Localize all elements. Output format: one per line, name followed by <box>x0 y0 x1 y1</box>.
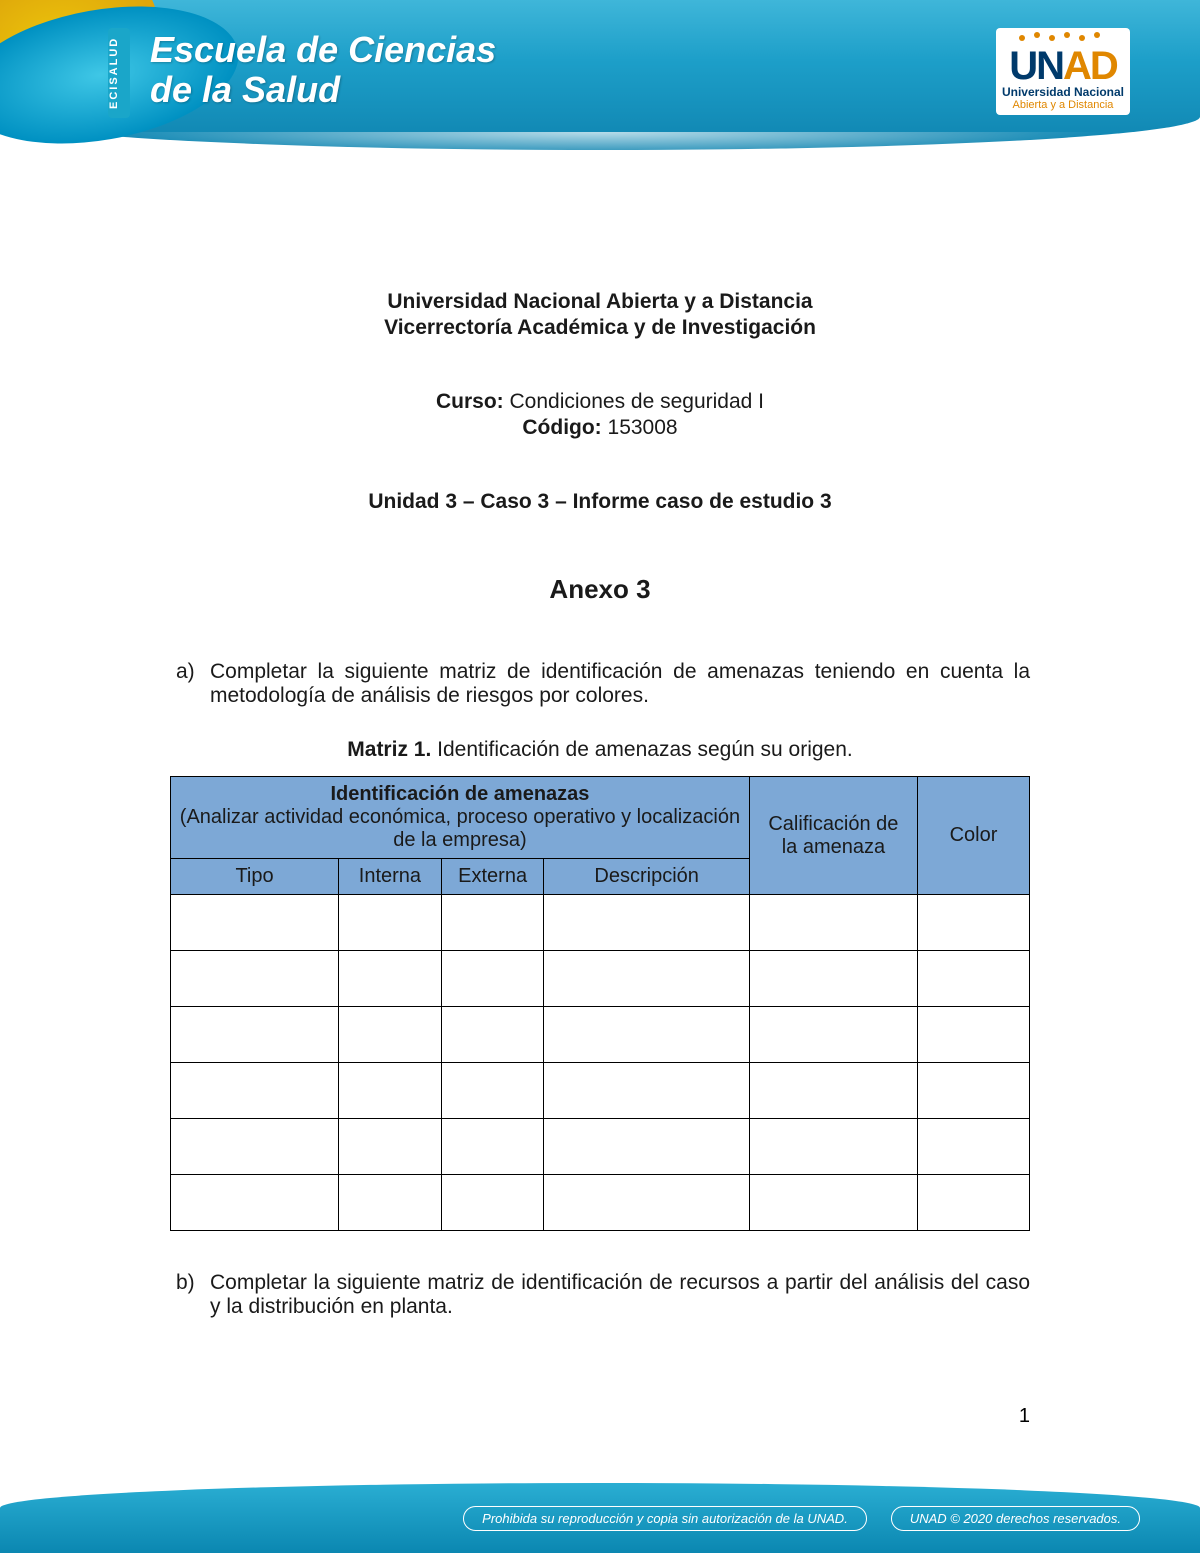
anexo-title: Anexo 3 <box>170 574 1030 605</box>
table-cell <box>441 1063 544 1119</box>
table-cell <box>171 1119 339 1175</box>
table-cell <box>441 1007 544 1063</box>
table-cell <box>749 895 917 951</box>
school-title-line2: de la Salud <box>150 70 496 110</box>
item-a-marker: a) <box>170 660 210 708</box>
table-row <box>171 1175 1030 1231</box>
table-row <box>171 1119 1030 1175</box>
unad-sub2: Abierta y a Distancia <box>1002 99 1124 111</box>
page-header: ECISALUD Escuela de Ciencias de la Salud… <box>0 0 1200 170</box>
table-row <box>171 951 1030 1007</box>
table-cell <box>917 1175 1029 1231</box>
th-externa: Externa <box>441 859 544 895</box>
th-interna: Interna <box>339 859 442 895</box>
item-b-body: Completar la siguiente matriz de identif… <box>210 1271 1030 1319</box>
table-cell <box>171 1007 339 1063</box>
course-label: Curso: <box>436 390 504 413</box>
unad-logo: UNAD Universidad Nacional Abierta y a Di… <box>996 28 1130 115</box>
table-cell <box>171 1175 339 1231</box>
th-desc: Descripción <box>544 859 749 895</box>
table-cell <box>171 895 339 951</box>
table-row <box>171 895 1030 951</box>
ecisalud-tab: ECISALUD <box>108 28 130 118</box>
footer-pill-right: UNAD © 2020 derechos reservados. <box>891 1506 1140 1531</box>
item-a-body: Completar la siguiente matriz de identif… <box>210 660 1030 708</box>
code-label: Código: <box>522 416 601 439</box>
table-cell <box>749 1063 917 1119</box>
matrix-table: Identificación de amenazas (Analizar act… <box>170 776 1030 1231</box>
table-cell <box>749 1007 917 1063</box>
table-cell <box>544 1007 749 1063</box>
school-title-line1: Escuela de Ciencias <box>150 29 496 70</box>
unad-sub1: Universidad Nacional <box>1002 86 1124 99</box>
table-cell <box>544 1119 749 1175</box>
table-cell <box>917 1119 1029 1175</box>
course-line: Curso: Condiciones de seguridad I <box>170 390 1030 414</box>
item-a: a) Completar la siguiente matriz de iden… <box>170 660 1030 708</box>
unad-ad: AD <box>1063 44 1117 88</box>
table-cell <box>441 951 544 1007</box>
footer-pill-left: Prohibida su reproducción y copia sin au… <box>463 1506 867 1531</box>
unad-un: UN <box>1009 44 1063 88</box>
page-number: 1 <box>1019 1405 1030 1428</box>
matrix-tbody <box>171 895 1030 1231</box>
document-content: Universidad Nacional Abierta y a Distanc… <box>0 290 1200 1349</box>
table-cell <box>339 1175 442 1231</box>
table-cell <box>339 1063 442 1119</box>
table-cell <box>339 951 442 1007</box>
university-title: Universidad Nacional Abierta y a Distanc… <box>170 290 1030 314</box>
table-cell <box>749 1175 917 1231</box>
table-cell <box>544 1063 749 1119</box>
table-cell <box>171 951 339 1007</box>
course-value: Condiciones de seguridad I <box>504 390 764 413</box>
school-title: Escuela de Ciencias de la Salud <box>150 30 496 109</box>
table-cell <box>544 895 749 951</box>
code-line: Código: 153008 <box>170 416 1030 440</box>
th-color: Color <box>917 777 1029 895</box>
item-b: b) Completar la siguiente matriz de iden… <box>170 1271 1030 1319</box>
matrix-caption: Matriz 1. Identificación de amenazas seg… <box>170 738 1030 762</box>
table-cell <box>441 1175 544 1231</box>
th-tipo: Tipo <box>171 859 339 895</box>
th-group: Identificación de amenazas (Analizar act… <box>171 777 750 859</box>
code-value: 153008 <box>602 416 678 439</box>
table-cell <box>917 895 1029 951</box>
page-footer: Prohibida su reproducción y copia sin au… <box>0 1483 1200 1553</box>
vicerrectoria-title: Vicerrectoría Académica y de Investigaci… <box>170 316 1030 340</box>
unit-line: Unidad 3 – Caso 3 – Informe caso de estu… <box>170 490 1030 514</box>
table-row <box>171 1063 1030 1119</box>
table-cell <box>544 1175 749 1231</box>
matrix-caption-rest: Identificación de amenazas según su orig… <box>431 738 852 761</box>
table-cell <box>749 1119 917 1175</box>
unad-dots-icon <box>1002 32 1122 44</box>
table-cell <box>749 951 917 1007</box>
matrix-caption-bold: Matriz 1. <box>347 738 431 761</box>
table-cell <box>339 1119 442 1175</box>
item-b-marker: b) <box>170 1271 210 1319</box>
unad-wordmark: UNAD <box>1002 46 1124 86</box>
table-cell <box>339 1007 442 1063</box>
table-cell <box>441 1119 544 1175</box>
th-group-sub: (Analizar actividad económica, proceso o… <box>179 806 741 852</box>
table-cell <box>917 951 1029 1007</box>
table-cell <box>544 951 749 1007</box>
table-cell <box>917 1007 1029 1063</box>
table-cell <box>339 895 442 951</box>
table-row <box>171 1007 1030 1063</box>
table-cell <box>171 1063 339 1119</box>
th-group-title: Identificación de amenazas <box>179 783 741 806</box>
table-cell <box>441 895 544 951</box>
table-cell <box>917 1063 1029 1119</box>
th-calif: Calificación de la amenaza <box>749 777 917 895</box>
